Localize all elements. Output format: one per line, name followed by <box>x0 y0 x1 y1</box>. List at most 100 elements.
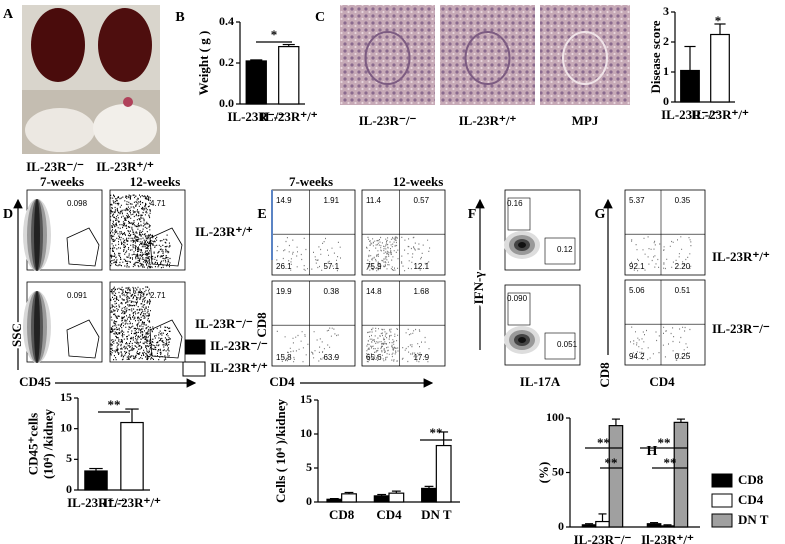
x-tick-label: IL-23R⁺/⁺ <box>691 107 749 122</box>
gate <box>507 197 531 231</box>
panel-label: H <box>647 444 658 459</box>
gate-value: 12.1 <box>413 262 429 271</box>
y-axis-title: (%) <box>536 462 551 484</box>
bar <box>388 492 405 503</box>
row-label: IL-23R⁻/⁻ <box>712 321 770 336</box>
row-label: IL-23R⁺/⁺ <box>712 249 770 264</box>
x-tick-label: IL-23R⁺/⁺ <box>103 495 161 510</box>
y-tick-label: 0.4 <box>219 14 234 28</box>
y-tick-label: 15 <box>60 390 72 404</box>
panel-label: G <box>595 207 606 222</box>
legend-swatch <box>711 473 733 488</box>
scatter-texture <box>401 328 430 363</box>
x-tick-label: IL-23R⁻/⁻ <box>574 532 632 544</box>
scatter-texture <box>401 236 431 272</box>
gate <box>66 319 100 359</box>
gate-value: 26.1 <box>276 262 292 271</box>
legend-swatch <box>711 513 733 528</box>
scatter-texture <box>311 327 339 362</box>
legend-swatch <box>182 339 206 355</box>
significance: ** <box>430 425 443 440</box>
panel-label: B <box>175 10 184 25</box>
x-tick-label: CD8 <box>329 507 355 522</box>
gate-value: 94.2 <box>629 352 645 361</box>
gate-value: 0.098 <box>67 199 88 208</box>
kidney <box>31 8 85 82</box>
row-label: IL-23R⁻/⁻ <box>195 316 253 331</box>
gate-value: 0.16 <box>507 199 523 208</box>
label: MPJ <box>572 113 599 128</box>
legend-swatch <box>711 493 733 508</box>
y-tick-label: 0.0 <box>219 96 234 110</box>
label: 7-weeks <box>40 174 84 189</box>
gate <box>544 332 576 360</box>
glomerulus <box>464 31 511 85</box>
y-tick-label: 100 <box>546 410 564 424</box>
gate-value: 4.71 <box>150 199 166 208</box>
glomerulus <box>364 31 411 85</box>
scatter-texture <box>110 286 151 361</box>
mouse <box>93 104 157 152</box>
gate <box>507 292 531 326</box>
significance: ** <box>605 455 618 470</box>
scatter-texture <box>276 330 309 363</box>
y-tick-label: 2 <box>663 34 669 48</box>
y-tick-label: 0 <box>663 94 669 108</box>
y-tick-label: 0.2 <box>219 55 234 69</box>
panel-label: C <box>315 10 325 25</box>
histology-image <box>340 5 435 105</box>
gate-value: 1.68 <box>413 287 429 296</box>
density <box>518 337 526 343</box>
histology-image <box>540 5 630 105</box>
panel-label: F <box>468 207 477 222</box>
bar <box>680 69 700 103</box>
scatter-texture <box>631 236 661 272</box>
gate <box>149 227 183 267</box>
y-tick-label: 0 <box>306 494 312 508</box>
label: IL-23R⁻/⁻ <box>26 159 84 174</box>
legend-label: IL-23R⁺/⁺ <box>210 360 268 375</box>
gate-value: 0.091 <box>67 291 88 300</box>
y-tick-label: 5 <box>306 460 312 474</box>
bar <box>245 60 267 105</box>
x-tick-label: IL-23R⁻/⁻ <box>227 109 285 124</box>
legend-label: CD4 <box>738 492 764 507</box>
axis-title: CD4 <box>269 374 295 389</box>
y-tick-label: 1 <box>663 64 669 78</box>
mouse <box>25 108 95 152</box>
gate-value: 0.051 <box>557 340 578 349</box>
y-tick-label: 15 <box>300 392 312 406</box>
bar <box>421 487 437 503</box>
significance: ** <box>664 455 677 470</box>
scatter-texture <box>311 237 341 272</box>
flow-plot <box>109 189 186 271</box>
scatter-texture <box>145 234 171 269</box>
bar <box>341 493 357 503</box>
gate-value: 5.06 <box>629 286 645 295</box>
scatter-texture <box>630 326 660 361</box>
gate-value: 15.8 <box>276 353 292 362</box>
density <box>518 242 526 248</box>
scatter-texture <box>663 236 692 270</box>
x-tick-label: DN T <box>421 507 452 522</box>
panel-label: A <box>3 7 14 22</box>
label: IL-23R⁻/⁻ <box>359 113 417 128</box>
density <box>34 291 40 363</box>
axis-title: CD4 <box>649 374 675 389</box>
significance: ** <box>658 435 671 450</box>
significance: * <box>715 13 722 28</box>
y-tick-label: 10 <box>60 420 72 434</box>
row-label: IL-23R⁺/⁺ <box>195 224 253 239</box>
panel-label: E <box>257 207 266 222</box>
gate-value: 63.9 <box>323 353 339 362</box>
y-axis-title: CD45⁺cells <box>25 413 40 475</box>
gate-value: 0.35 <box>675 196 691 205</box>
x-tick-label: IL-23R⁻/⁻ <box>67 495 125 510</box>
y-axis-title: Cells ( 10⁴ )/kidney <box>273 399 288 503</box>
bar <box>660 525 675 528</box>
x-tick-label: Il-23R⁺/⁺ <box>641 532 694 544</box>
bar <box>595 520 610 528</box>
mouse-ear <box>123 97 133 107</box>
axis-title: CD45 <box>19 374 51 389</box>
